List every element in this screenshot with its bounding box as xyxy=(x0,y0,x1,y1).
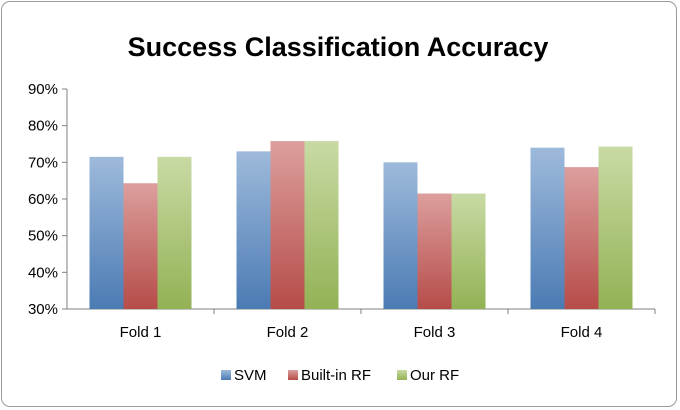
legend-label: Our RF xyxy=(410,367,459,384)
y-tick-label: 60% xyxy=(28,191,58,208)
bar-svm-fold-4 xyxy=(530,147,565,309)
x-tick-label: Fold 1 xyxy=(120,324,162,341)
legend: SVM Built-in RF Our RF xyxy=(221,367,459,384)
bar-built-in-rf-fold-4 xyxy=(564,167,599,309)
legend-swatch xyxy=(221,370,231,380)
x-tick-label: Fold 2 xyxy=(267,324,309,341)
y-tick-label: 80% xyxy=(28,118,58,135)
x-tick-label: Fold 3 xyxy=(414,324,456,341)
y-tick-label: 70% xyxy=(28,154,58,171)
legend-swatch xyxy=(397,370,407,380)
bar-svm-fold-3 xyxy=(383,162,418,309)
y-tick-labels: 30% 40% 50% 60% 70% 80% 90% xyxy=(28,81,58,318)
bar-our-rf-fold-3 xyxy=(451,193,486,309)
legend-label: SVM xyxy=(234,367,267,384)
bar-svm-fold-1 xyxy=(89,156,124,309)
x-tick-label: Fold 4 xyxy=(561,324,603,341)
bar-our-rf-fold-2 xyxy=(304,141,339,309)
bar-built-in-rf-fold-2 xyxy=(270,141,305,309)
bar-built-in-rf-fold-1 xyxy=(123,183,158,309)
y-tick-label: 40% xyxy=(28,264,58,281)
x-tick-labels: Fold 1 Fold 2 Fold 3 Fold 4 xyxy=(120,324,603,341)
bar-svm-fold-2 xyxy=(236,151,271,309)
bar-our-rf-fold-1 xyxy=(157,156,192,309)
chart-title: Success Classification Accuracy xyxy=(128,32,549,62)
legend-label: Built-in RF xyxy=(301,367,371,384)
y-tick-label: 50% xyxy=(28,228,58,245)
legend-swatch xyxy=(288,370,298,380)
bar-built-in-rf-fold-3 xyxy=(417,193,452,309)
bars xyxy=(89,141,633,309)
y-tick-label: 90% xyxy=(28,81,58,98)
y-tick-label: 30% xyxy=(28,301,58,318)
bar-our-rf-fold-4 xyxy=(598,146,633,309)
